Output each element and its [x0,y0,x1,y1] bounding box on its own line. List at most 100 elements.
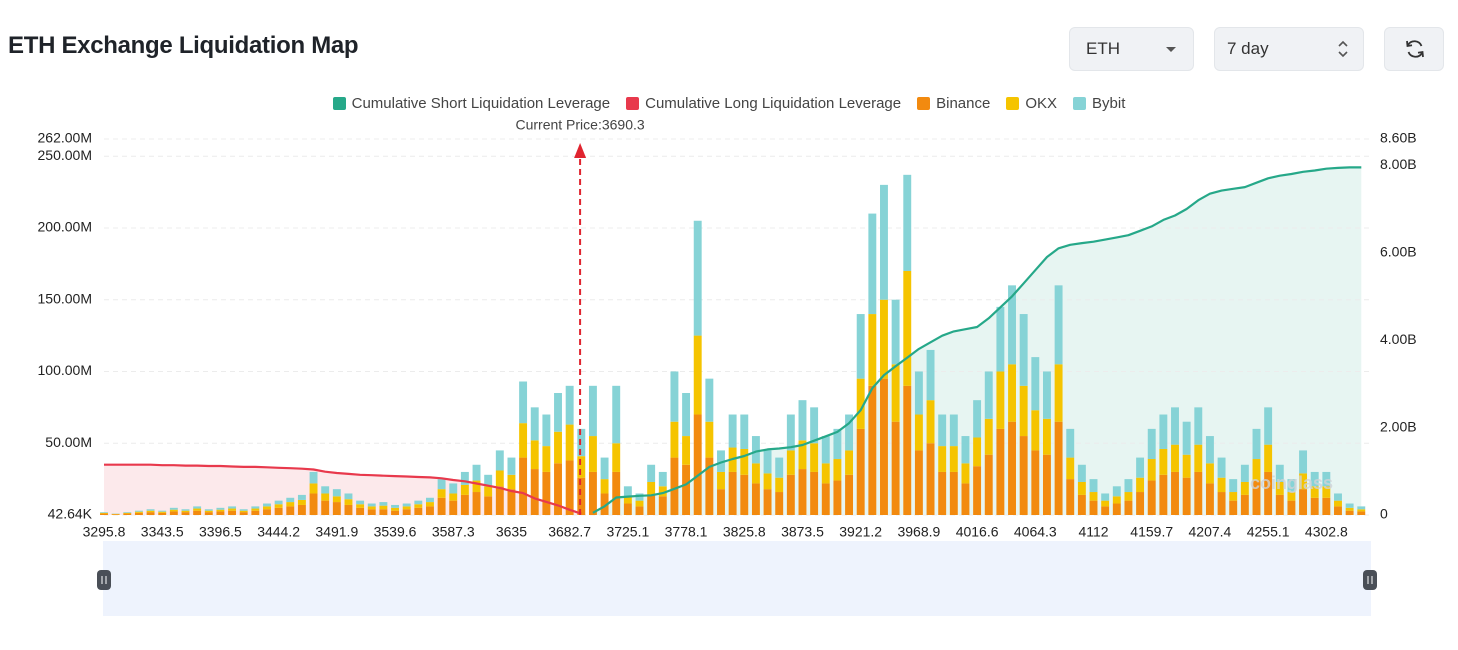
bar [286,506,295,515]
bar [530,407,539,441]
bar [297,494,306,500]
bar [891,364,900,422]
bar [251,506,260,509]
bar [1147,428,1156,460]
refresh-button[interactable] [1384,27,1444,71]
x-tick-label: 3396.5 [199,524,242,540]
y2-tick-label: 8.00B [1380,156,1417,172]
coin-select[interactable]: ETH [1069,27,1194,71]
bar [775,492,784,515]
bar [1229,479,1238,493]
bar [798,469,807,515]
bar [146,509,155,511]
slider-handle[interactable] [97,570,111,590]
bar [530,440,539,470]
y-tick-label: 200.00M [38,219,92,235]
bar [728,414,737,448]
bar [693,335,702,415]
labels: 42.64K 50.00M 100.00M 150.00M 200.00M 250.00M… [38,117,1417,540]
legend-item[interactable]: Cumulative Long Liquidation Leverage [626,95,901,112]
x-tick-label: 4255.1 [1247,524,1290,540]
bar [286,497,295,503]
bar [460,484,469,495]
bar [740,414,749,449]
bar [1112,486,1121,497]
bar [391,507,399,511]
bar [100,512,108,513]
bar [332,496,341,503]
bar [1124,500,1133,515]
bar [635,493,644,501]
bar [1287,479,1296,493]
bar [1136,457,1145,478]
legend-item[interactable]: Binance [917,95,990,112]
bar [1205,436,1214,464]
bar [693,414,702,515]
bar [856,378,865,429]
bar [344,499,353,505]
bar [833,480,842,515]
x-tick-label: 3635 [496,524,527,540]
bar [1159,474,1168,515]
bar [891,421,900,515]
bar [449,500,458,515]
bar [1345,503,1354,508]
bar [1101,506,1110,515]
page-title: ETH Exchange Liquidation Map [8,32,359,59]
bar [1112,496,1121,504]
legend-item[interactable]: Cumulative Short Liquidation Leverage [332,95,610,112]
bar [1019,436,1028,515]
bar [658,496,667,515]
x-tick-label: 3343.5 [141,524,184,540]
bar [193,506,202,509]
bar [856,428,865,515]
bar [239,510,248,513]
bar [1264,444,1273,472]
bar [228,508,237,511]
bar [670,421,679,458]
bar [1031,450,1040,515]
bar [693,220,702,336]
period-select[interactable]: 7 day [1214,27,1364,71]
bar [717,471,725,490]
bar [286,502,295,507]
bar [263,503,271,507]
bar [472,492,481,515]
bar [367,503,376,507]
bar [1345,510,1354,515]
bar [635,506,644,515]
x-tick-label: 3725.1 [606,524,649,540]
bar [588,385,597,437]
y-tick-label: 42.64K [48,506,93,522]
bar [914,371,923,415]
zoom-slider[interactable] [103,541,1371,616]
bar [1054,364,1063,422]
slider-handle[interactable] [1363,570,1377,590]
bar [1357,506,1366,510]
bar [961,483,970,515]
bar [297,504,306,515]
bar [786,450,795,475]
legend-item[interactable]: OKX [1006,95,1057,112]
bar [845,450,854,475]
bar [810,471,819,515]
bar [519,457,528,515]
bar [507,489,516,515]
bar [181,510,190,513]
bar [169,509,178,512]
legend-item[interactable]: Bybit [1073,95,1125,112]
bar [460,494,469,515]
bar [1205,463,1214,484]
bar [251,508,260,511]
bar [949,446,958,472]
bar [228,506,237,509]
y-tick-label: 50.00M [45,434,92,450]
bar [1287,492,1296,501]
bar [274,500,283,505]
bar [1275,494,1284,515]
bar [472,464,481,481]
bar [274,507,283,515]
bar [821,463,830,484]
bar [309,471,318,484]
